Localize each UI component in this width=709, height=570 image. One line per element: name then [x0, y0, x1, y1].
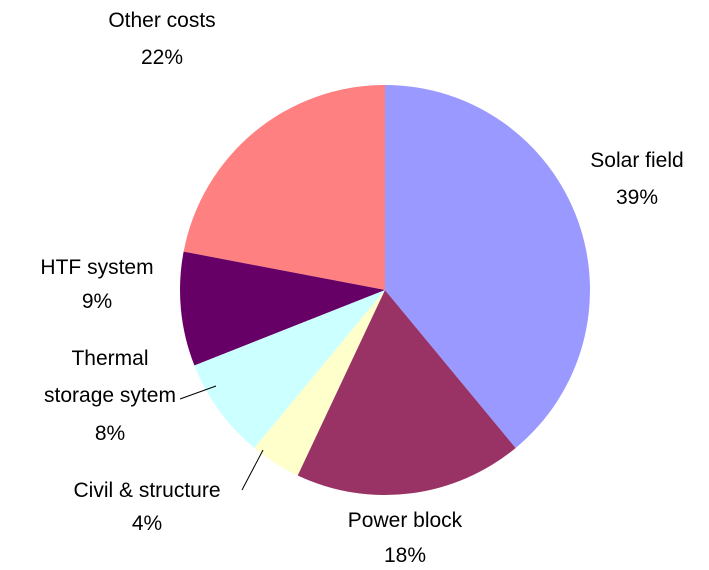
category-label: HTF system [40, 256, 154, 279]
value-label: 4% [131, 512, 163, 535]
pie-slice [194, 290, 385, 448]
pie-slice [297, 290, 516, 495]
category-label: Other costs [108, 9, 216, 32]
value-label: 22% [140, 46, 184, 69]
category-label: Power block [347, 509, 463, 532]
pie-slice [180, 251, 385, 366]
pie-slice [385, 85, 590, 448]
category-label: Solar field [590, 149, 684, 172]
pie-slice [254, 290, 385, 476]
pie-slice [183, 84, 385, 290]
leader-line [241, 449, 264, 491]
category-label: Thermal storage sytem [44, 347, 176, 407]
value-label: 39% [615, 186, 659, 209]
value-label: 18% [383, 544, 427, 567]
value-label: 8% [94, 422, 126, 445]
value-label: 9% [81, 290, 113, 313]
category-label: Civil & structure [73, 479, 221, 502]
leader-line [179, 385, 217, 400]
